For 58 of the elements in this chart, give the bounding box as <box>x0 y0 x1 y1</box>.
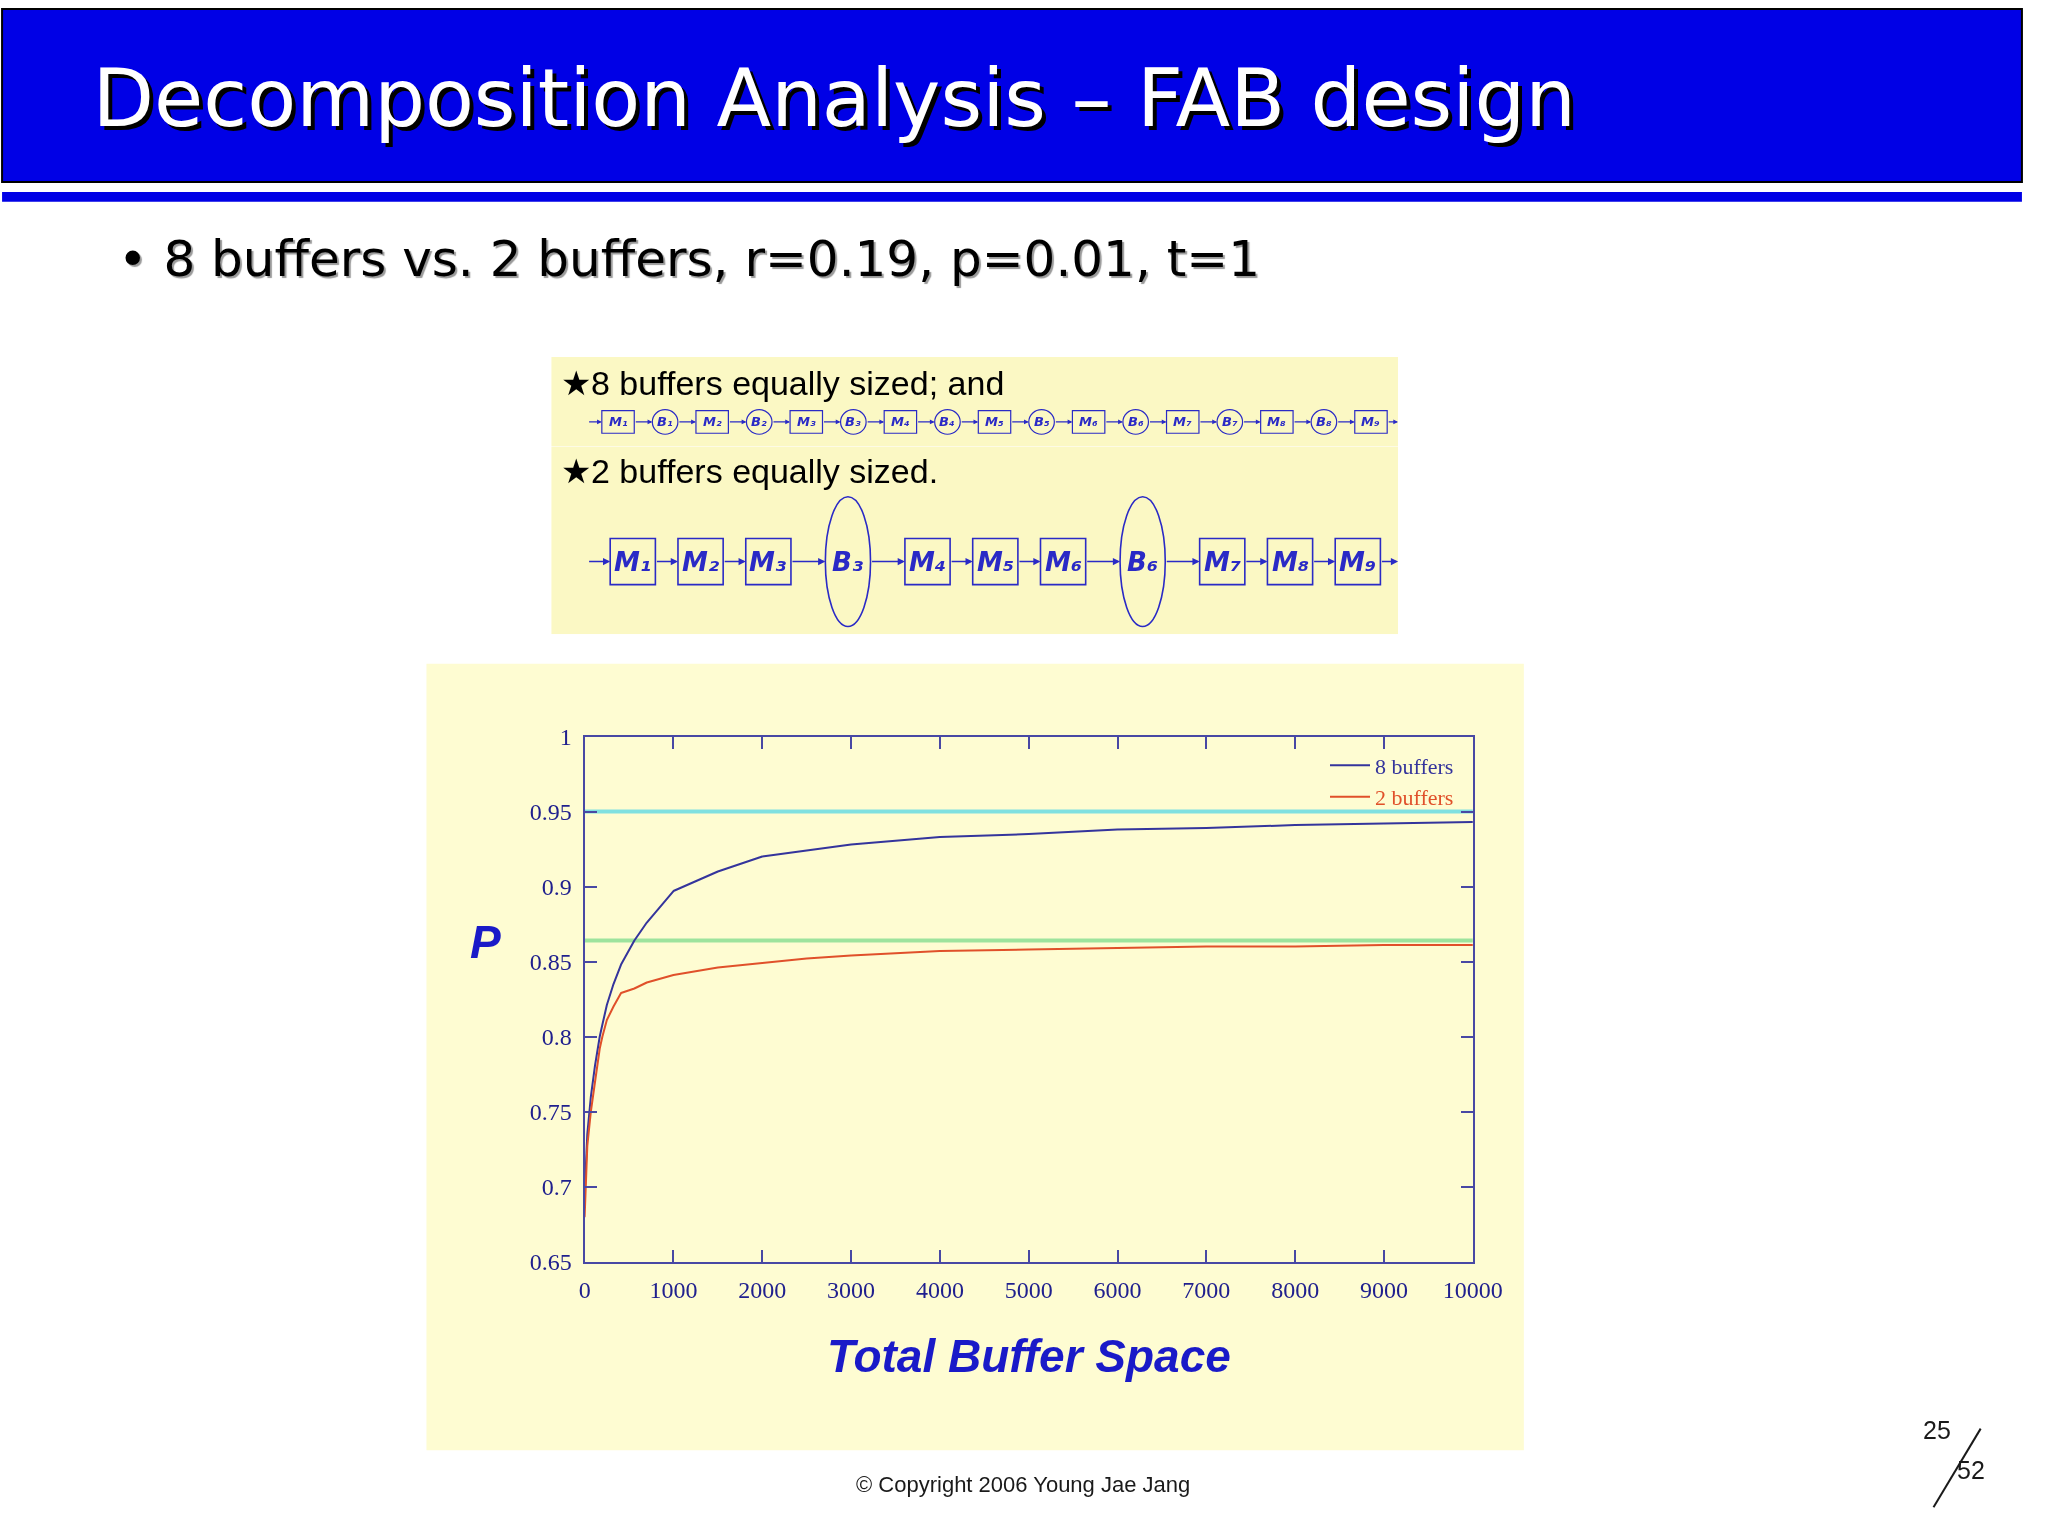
y-tick-label: 1 <box>559 723 572 750</box>
legend-label: B₆ <box>1128 414 1144 429</box>
text: 25 <box>1923 1416 1951 1444</box>
chart-title: Decomposition Analysis – FAB design <box>92 51 1577 145</box>
legend-label: M₃ <box>749 547 787 577</box>
x-tick-label: 3000 <box>827 1277 876 1304</box>
legend-label: M₇ <box>1204 547 1242 577</box>
legend-label: 8 buffers <box>1375 753 1454 779</box>
legend-label: M₅ <box>977 547 1015 577</box>
legend-label: M₅ <box>985 414 1004 429</box>
x-tick-label: 7000 <box>1182 1277 1231 1304</box>
legend-label: M₈ <box>1272 547 1310 577</box>
legend-label: B₇ <box>1222 414 1238 429</box>
legend-label: M₈ <box>1267 414 1286 429</box>
x-tick-label: 1000 <box>649 1277 698 1304</box>
y-tick-label: 0.95 <box>529 798 572 825</box>
x-tick-label: 9000 <box>1359 1277 1408 1304</box>
legend-label: B₃ <box>832 547 864 577</box>
legend-label: B₆ <box>1127 547 1159 577</box>
legend-label: M₁ <box>614 547 652 577</box>
x-tick-label: 2000 <box>738 1277 787 1304</box>
legend-label: M₆ <box>1045 547 1083 577</box>
text: 52 <box>1957 1456 1985 1484</box>
legend-label: M₁ <box>609 414 628 429</box>
legend-label: M₂ <box>682 547 720 577</box>
x-tick-label: 4000 <box>915 1277 964 1304</box>
text: © Copyright 2006 Young Jae Jang <box>856 1472 1191 1497</box>
x-tick-label: 5000 <box>1004 1277 1053 1304</box>
x-axis-title: Total Buffer Space <box>827 1330 1231 1382</box>
y-tick-label: 0.85 <box>529 948 572 975</box>
legend-label: M₇ <box>1173 414 1192 429</box>
x-tick-label: 0 <box>578 1277 591 1304</box>
legend-label: B₂ <box>751 414 767 429</box>
y-axis-title: P <box>470 916 501 968</box>
legend-label: M₉ <box>1361 414 1380 429</box>
legend-label: M₆ <box>1079 414 1098 429</box>
chart-subtitle: • 8 buffers vs. 2 buffers, r=0.19, p=0.01, t=1 <box>118 230 1261 288</box>
legend-label: B₁ <box>657 414 673 429</box>
legend-label: M₂ <box>703 414 722 429</box>
legend-label: M₄ <box>909 547 947 577</box>
text: ★8 buffers equally sized; and <box>561 364 1005 402</box>
legend-label: M₃ <box>797 414 816 429</box>
legend-label: 2 buffers <box>1375 785 1454 811</box>
legend-label: B₄ <box>939 414 955 429</box>
x-tick-label: 10000 <box>1442 1277 1503 1304</box>
y-tick-label: 0.9 <box>541 873 572 900</box>
text: ★2 buffers equally sized. <box>561 452 939 490</box>
y-tick-label: 0.8 <box>541 1023 572 1050</box>
x-tick-label: 6000 <box>1093 1277 1142 1304</box>
x-tick-label: 8000 <box>1271 1277 1320 1304</box>
y-tick-label: 0.65 <box>529 1248 572 1275</box>
legend-label: B₃ <box>845 414 861 429</box>
legend-label: M₄ <box>891 414 910 429</box>
legend-label: M₉ <box>1339 547 1377 577</box>
y-tick-label: 0.75 <box>529 1098 572 1125</box>
legend-label: B₅ <box>1034 414 1050 429</box>
legend-label: B₈ <box>1316 414 1332 429</box>
y-tick-label: 0.7 <box>541 1173 572 1200</box>
